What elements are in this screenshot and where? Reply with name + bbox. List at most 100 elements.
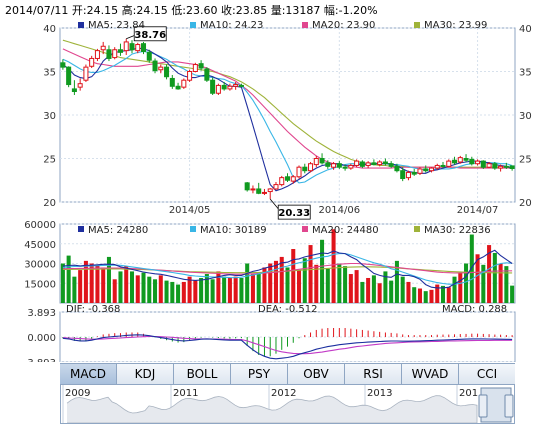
tab-rsi[interactable]: RSI (345, 364, 402, 384)
volume-bar (204, 274, 209, 303)
candle-body (434, 164, 440, 169)
volume-bar (153, 279, 158, 303)
volume-bar (222, 276, 227, 303)
volume-tick-label: 45000 (24, 240, 56, 251)
tab-kdj[interactable]: KDJ (117, 364, 174, 384)
candle-body (198, 63, 204, 69)
candle-body (238, 84, 244, 87)
candle-body (284, 176, 291, 181)
tab-macd[interactable]: MACD (60, 364, 117, 384)
candle-body (204, 68, 210, 81)
volume-bar (458, 272, 463, 303)
time-navigator[interactable]: 2009 2011 2012 2013 201 (60, 384, 515, 424)
volume-tick-label: 60000 (24, 220, 56, 231)
quote-date: 2014/07/11 (5, 4, 72, 17)
volume-bar (129, 271, 135, 303)
volume-bar (464, 263, 469, 303)
candle-body (169, 77, 175, 87)
macd-tick-label: 0.000 (27, 333, 56, 344)
navigator-year-label: 2012 (271, 388, 296, 399)
quote-high: 高:24.15 (121, 4, 172, 17)
candle-body (417, 168, 423, 174)
volume-bar (302, 258, 307, 303)
volume-bar (417, 288, 422, 303)
volume-bar (343, 266, 348, 303)
volume-bar (250, 274, 255, 303)
candle-body (382, 161, 388, 165)
candle-body (279, 177, 285, 186)
volume-bar (216, 271, 221, 303)
candle-body (273, 184, 279, 190)
quote-open: 开:24.15 (71, 4, 122, 17)
volume-bar (412, 287, 417, 303)
volume-bar (164, 280, 169, 303)
candle-body (164, 66, 170, 78)
tab-obv[interactable]: OBV (288, 364, 345, 384)
candle-body (492, 163, 498, 169)
navigator-year-label: 2009 (65, 388, 90, 399)
volume-bar (239, 277, 244, 303)
candle-body (71, 88, 77, 93)
volume-bar (101, 267, 106, 303)
tab-cci[interactable]: CCI (476, 367, 498, 381)
volume-bar (112, 279, 117, 303)
candle-body (83, 66, 89, 81)
price-tick-right: 40 (519, 24, 532, 35)
candle-body (452, 159, 458, 164)
tab-boll[interactable]: BOLL (174, 364, 231, 384)
quote-low: 低:23.60 (171, 4, 222, 17)
tab-wvad[interactable]: WVAD (402, 364, 459, 384)
candle-body (175, 85, 181, 90)
candle-body (112, 49, 118, 59)
price-tick-right: 35 (519, 68, 532, 79)
volume-ma10-label: MA10: 30189 (200, 225, 267, 236)
volume-bar (314, 264, 319, 303)
volume-bar (170, 281, 175, 303)
volume-bar (273, 260, 278, 303)
volume-bar (383, 271, 388, 303)
candle-body (123, 41, 129, 52)
candle-body (267, 188, 273, 193)
candle-body (210, 79, 216, 94)
tab-psy[interactable]: PSY (231, 364, 288, 384)
price-ma20-label: MA20: 23.90 (312, 20, 375, 31)
volume-bar (394, 260, 399, 303)
volume-bar (89, 263, 94, 303)
candle-body (331, 163, 337, 168)
volume-bar (510, 285, 515, 303)
macd-macd-label: MACD: 0.288 (442, 304, 507, 315)
price-ma5-label: MA5: 23.84 (88, 20, 145, 31)
candle-body (509, 165, 515, 170)
candle-body (446, 160, 452, 167)
volume-bar (268, 263, 273, 303)
candle-body (486, 163, 492, 168)
volume-bar (446, 287, 451, 303)
candle-body (302, 166, 308, 172)
volume-bar (256, 272, 261, 303)
candle-body (480, 160, 486, 168)
volume-bar (187, 276, 192, 303)
volume-bar (377, 283, 382, 303)
candle-body (308, 163, 314, 172)
candle-body (336, 163, 342, 168)
candle-body (400, 170, 406, 180)
volume-ma20-line (62, 262, 513, 275)
macd-tick-label: 3.893 (27, 308, 56, 319)
macd-dif-label: DIF: -0.368 (66, 304, 120, 315)
volume-ma10-line (62, 253, 513, 285)
volume-bar (245, 263, 250, 303)
price-tick-left: 20 (43, 198, 56, 209)
volume-bar (389, 280, 394, 303)
volume-bar (291, 249, 296, 303)
price-ma30-label: MA30: 23.99 (424, 20, 487, 31)
candle-body (313, 158, 319, 166)
candle-body (354, 160, 360, 166)
candle-body (77, 83, 83, 88)
price-ma10-label: MA10: 24.23 (200, 20, 263, 31)
quote-close: 收:23.85 (221, 4, 271, 17)
candle-body (100, 45, 106, 51)
candle-body (106, 49, 112, 59)
candle-body (371, 162, 377, 166)
stock-chart[interactable]: 20 20 25 25 30 30 35 35 40 40 2014/05 2014/06 2014/0… (0, 0, 534, 362)
volume-bar (423, 291, 428, 303)
